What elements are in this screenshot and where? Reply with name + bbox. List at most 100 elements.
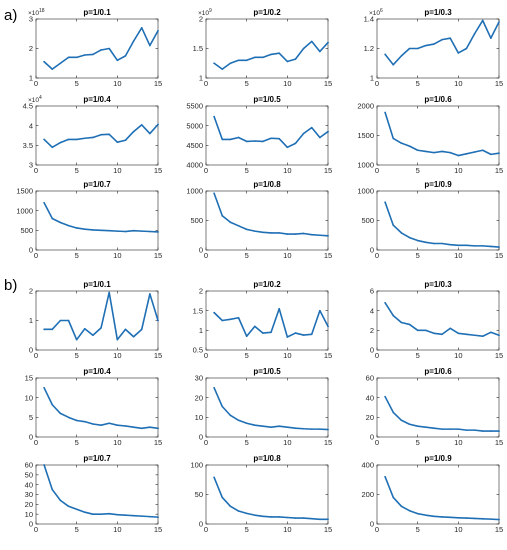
- chart-a-4-ytick-label: 4.5: [23, 102, 33, 111]
- chart-a-7-point: [108, 229, 110, 232]
- chart-b-8-axes-box: [205, 464, 329, 525]
- chart-a-4-xtick-label: 0: [34, 166, 38, 175]
- chart-a-3-multiplier-exp: 6: [380, 8, 383, 14]
- chart-a-3-ytick-label: 1: [370, 74, 374, 83]
- chart-b-1-point: [75, 338, 78, 341]
- chart-b-6-point: [490, 430, 492, 432]
- chart-b-9-point: [490, 518, 492, 520]
- chart-a-1-point: [116, 59, 119, 62]
- chart-a-6-point: [408, 145, 411, 147]
- chart-a-8-ytick-label: 500: [190, 216, 203, 225]
- chart-b-1-ytick-label: 1: [29, 316, 33, 325]
- chart-a-1-point: [100, 49, 102, 51]
- chart-a-3-xtick-label: 0: [375, 79, 379, 88]
- chart-b-8-ytick-label: 0: [199, 520, 203, 529]
- chart-a-4-point: [124, 139, 127, 142]
- chart-a-8-xtick-label: 15: [324, 251, 332, 260]
- chart-a-4-multiplier-exp: 4: [39, 95, 42, 101]
- chart-b-2-xtick-label: 10: [283, 351, 291, 360]
- chart-b-2-xtick-label: 5: [245, 351, 249, 360]
- chart-b-6-xtick-label: 10: [454, 438, 462, 447]
- chart-b-3-point: [449, 327, 452, 330]
- chart-a-9-point: [473, 245, 476, 247]
- chart-a-9-point: [425, 241, 427, 244]
- chart-b-8-point: [310, 517, 313, 520]
- chart-a-8-point: [237, 225, 240, 227]
- chart-b-2-point: [262, 332, 264, 334]
- chart-a-6-point: [481, 149, 484, 152]
- chart-a-7-point: [43, 202, 45, 204]
- chart-a-3-title: p=1/0.3: [424, 8, 452, 17]
- chart-b-4-axes-box: [35, 377, 159, 438]
- chart-b-3-point: [416, 329, 419, 332]
- chart-b-6-xtick-label: 0: [375, 438, 379, 447]
- chart-b-5-point: [319, 428, 321, 430]
- chart-a-4-ytick-label: 4: [29, 121, 33, 130]
- chart-a-5-xtick-label: 15: [324, 166, 332, 175]
- chart-a-5-point: [237, 136, 240, 139]
- chart-b-9-point: [400, 505, 403, 508]
- chart-b-9-xtick-label: 0: [375, 525, 379, 534]
- chart-a-2-point: [319, 50, 321, 53]
- chart-a-6-xtick-label: 10: [454, 166, 462, 175]
- chart-a-1-multiplier: ×1018: [28, 8, 45, 17]
- chart-b-1-xtick-label: 5: [75, 351, 79, 360]
- chart-b-9-point: [384, 476, 386, 478]
- chart-a-1: p=1/0.1 0 5 10 15 1 2 3×1018: [28, 8, 162, 88]
- chart-b-2-axes-box: [205, 290, 329, 351]
- chart-a-1-ytick-label: 3: [29, 15, 33, 24]
- chart-a-8-xtick-label: 0: [204, 251, 208, 260]
- chart-a-6-ytick-label: 1500: [357, 131, 374, 140]
- chart-b-9-point: [449, 516, 452, 519]
- chart-b-4-point: [92, 423, 94, 425]
- chart-a-1-point: [132, 40, 135, 42]
- chart-a-1-point: [59, 62, 62, 65]
- chart-b-5-point: [327, 428, 329, 431]
- chart-a-3-point: [433, 43, 435, 45]
- chart-a-1-xtick-label: 0: [34, 79, 38, 88]
- chart-b-8-point: [286, 516, 289, 519]
- chart-a-6-point: [465, 152, 468, 155]
- chart-b-7-ytick-label: 20: [25, 500, 33, 509]
- chart-a-5-axes-box: [205, 105, 329, 166]
- chart-b-4-ytick-label: 10: [25, 393, 33, 402]
- chart-a-8: p=1/0.8 0 5 10 15 0 500 1000: [186, 180, 332, 260]
- chart-a-9: p=1/0.9 0 5 10 15 0 500 1000: [357, 180, 503, 260]
- chart-b-6-ytick-label: 40: [366, 393, 374, 402]
- chart-a-6-point: [400, 142, 403, 144]
- chart-b-2-point: [278, 307, 281, 310]
- chart-a-2-point: [327, 41, 329, 44]
- chart-b-2-ytick-label: 1: [199, 326, 203, 335]
- chart-b-1-point: [43, 328, 45, 331]
- chart-b-2-point: [245, 335, 248, 338]
- chart-a-8-point: [262, 231, 264, 234]
- chart-a-8-point: [294, 233, 297, 235]
- chart-b-5-ytick-label: 30: [195, 374, 203, 383]
- chart-a-9-point: [457, 244, 460, 247]
- chart-b-7-point: [157, 516, 159, 518]
- chart-a-6-xtick-label: 15: [495, 166, 503, 175]
- chart-b-7-point: [84, 511, 86, 513]
- chart-b-7-point: [43, 464, 45, 466]
- chart-a-2-point: [237, 59, 240, 62]
- chart-b-2-point: [310, 333, 313, 336]
- chart-a-1-multiplier-base: ×10: [28, 10, 39, 17]
- chart-b-5-xtick-label: 10: [283, 438, 291, 447]
- chart-b-6-xtick-label: 5: [416, 438, 420, 447]
- chart-b-8-point: [213, 476, 215, 479]
- chart-a-1-ytick-label: 1: [29, 74, 33, 83]
- chart-b-3-point: [457, 332, 460, 335]
- chart-a-6-ytick-label: 1000: [357, 161, 374, 170]
- chart-a-3-point: [481, 19, 484, 22]
- chart-b-8: p=1/0.8 0 5 10 15 0 50 100: [190, 454, 332, 534]
- chart-a-3-series-line: [384, 19, 500, 66]
- chart-a-9-point: [449, 243, 452, 246]
- chart-a-8-title: p=1/0.8: [253, 180, 281, 189]
- chart-a-1-point: [67, 56, 70, 59]
- chart-a-3-xtick-label: 10: [454, 79, 462, 88]
- chart-a-8-ytick-label: 1000: [186, 187, 203, 196]
- chart-a-6-xtick-label: 5: [416, 166, 420, 175]
- chart-a-9-series-line: [384, 201, 500, 248]
- chart-b-9-point: [433, 515, 435, 518]
- chart-a-9-point: [416, 239, 419, 242]
